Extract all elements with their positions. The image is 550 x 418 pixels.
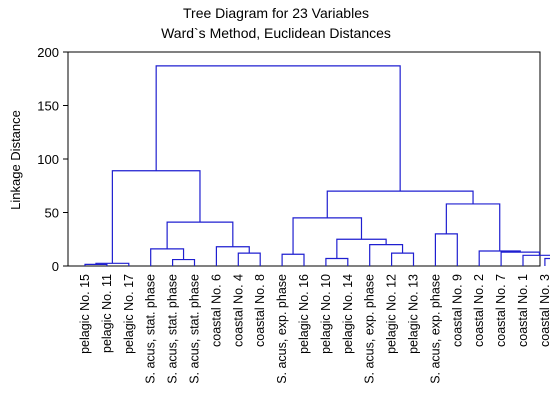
dendrogram-link [292,217,363,255]
leaf-label: pelagic No. 17 [122,274,136,354]
leaf-label: coastal No. 4 [231,274,245,347]
y-tick-label: 100 [37,152,59,167]
y-axis-label: Linkage Distance [8,110,23,210]
y-tick-label: 0 [52,259,59,274]
dendrogram-link [325,257,349,266]
y-tick-label: 150 [37,99,59,114]
dendrogram-link [478,250,521,266]
dendrogram-link [215,246,250,266]
dendrogram-link [155,65,401,192]
dendrogram-link [166,221,234,249]
chart-subtitle: Ward`s Method, Euclidean Distances [161,25,391,41]
leaf-label: coastal No. 1 [516,274,530,347]
leaf-label: S. acus, exp. phase [275,274,289,384]
chart-title: Tree Diagram for 23 Variables [183,5,369,21]
leaf-label: coastal No. 9 [450,274,464,347]
dendrogram-link [237,252,261,266]
dendrogram-link [369,244,404,266]
dendrogram-link [522,254,550,266]
y-tick-label: 200 [37,45,59,60]
leaf-label: S. acus, stat. phase [188,274,202,384]
leaf-label: coastal No. 7 [494,274,508,347]
leaf-label: pelagic No. 13 [407,274,421,354]
leaf-label: S. acus, exp. phase [363,274,377,384]
leaf-labels: pelagic No. 15 pelagic No. 11 pelagic No. … [78,274,550,384]
leaf-label: S. acus, stat. phase [144,274,158,384]
leaf-label: coastal No. 2 [472,274,486,347]
leaf-label: S. acus, stat. phase [166,274,180,384]
leaf-label: coastal No. 3 [538,274,550,347]
y-tick-label: 50 [45,206,59,221]
dendrogram-link [434,233,458,266]
y-axis-ticks: 0 50 100 150 200 [37,45,68,274]
dendrogram-link [391,252,415,266]
leaf-label: S. acus, exp. phase [428,274,442,384]
leaf-label: pelagic No. 10 [319,274,333,354]
leaf-label: pelagic No. 16 [297,274,311,354]
dendrogram-branches [84,65,550,266]
leaf-label: pelagic No. 14 [341,274,355,354]
dendrogram-link [445,203,501,252]
dendrogram-link [281,253,305,266]
leaf-label: coastal No. 8 [253,274,267,347]
leaf-label: pelagic No. 12 [385,274,399,354]
leaf-label: pelagic No. 11 [100,274,114,353]
dendrogram-link [172,258,196,266]
dendrogram-link [500,251,541,266]
dendrogram-link [150,248,185,266]
leaf-label: coastal No. 6 [209,274,223,347]
plot-frame [67,51,541,267]
dendrogram-link [544,257,550,266]
leaf-label: pelagic No. 15 [78,274,92,354]
dendrogram-link [336,238,387,259]
